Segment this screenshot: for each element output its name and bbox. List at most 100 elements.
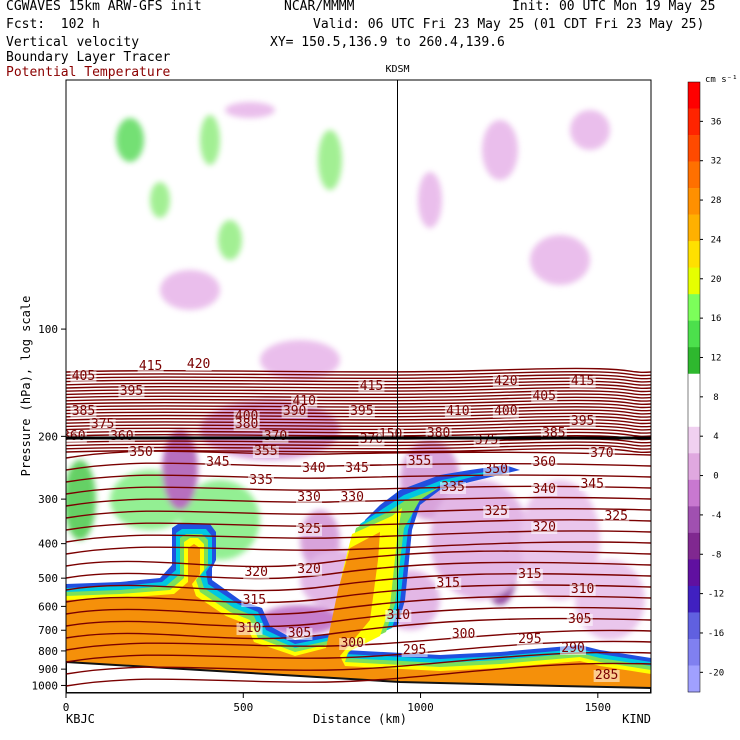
organization: NCAR/MMMM [284, 0, 355, 14]
theta-contour [66, 617, 651, 640]
theta-label-bg [296, 524, 323, 536]
theta-label: 360 [532, 455, 555, 470]
colorbar-tick-label: 0 [713, 472, 718, 482]
colorbar-tick-label: -20 [708, 668, 724, 678]
y-tick-label: 700 [38, 624, 58, 637]
theta-contour [66, 474, 651, 483]
theta-contour [66, 662, 651, 687]
theta-label-bg [344, 463, 371, 475]
theta-label-bg [233, 419, 260, 431]
theta-label: 400 [494, 404, 517, 419]
theta-label-bg [358, 381, 385, 393]
x-tick-label: 1500 [585, 701, 612, 714]
theta-contour [66, 441, 651, 447]
colorbar-tick-label: 4 [713, 432, 718, 442]
theta-label: 150 [379, 427, 402, 442]
theta-label: 345 [206, 455, 229, 470]
theta-label-bg [248, 475, 275, 487]
theta-contour [66, 399, 651, 405]
theta-label: 325 [604, 509, 627, 524]
theta-label: 315 [436, 576, 459, 591]
theta-contour [66, 383, 651, 389]
theta-label: 330 [340, 490, 363, 505]
theta-contour [66, 550, 651, 568]
theta-label-bg [243, 567, 270, 579]
colorbar-swatch [688, 612, 700, 640]
theta-label-bg [89, 419, 116, 431]
theta-label-bg [406, 456, 433, 468]
colorbar-tick-label: -4 [711, 511, 722, 521]
theta-label-bg [440, 482, 467, 494]
theta-label-bg [569, 584, 596, 596]
theta-label: 320 [244, 565, 267, 580]
theta-label: 340 [532, 482, 555, 497]
theta-label: 375 [91, 417, 114, 432]
colorbar-swatch [688, 532, 700, 560]
y-tick-label: 100 [38, 323, 58, 336]
theta-label: 350 [129, 445, 152, 460]
theta-contour [66, 606, 651, 628]
theta-label: 315 [243, 593, 266, 608]
forecast-hour: Fcst: 102 h [6, 17, 100, 32]
theta-label-bg [516, 569, 543, 581]
theta-label: 415 [139, 359, 162, 374]
colorbar-swatch [688, 453, 700, 481]
start-station-label: KBJC [66, 712, 95, 726]
theta-contour [66, 629, 651, 651]
colorbar-swatch [688, 320, 700, 348]
theta-contour [66, 380, 651, 386]
x-axis: 0 500 1000 1500 [63, 693, 611, 714]
colorbar-tick-label: -8 [711, 550, 722, 560]
field-potential-temperature: Potential Temperature [6, 65, 171, 80]
y-axis-label: Pressure (hPa), log scale [19, 296, 33, 477]
colorbar-tick-label: 36 [711, 117, 722, 127]
y-tick-label: 900 [38, 663, 58, 676]
theta-label: 355 [408, 454, 431, 469]
theta-label: 415 [571, 374, 594, 389]
theta-label-bg [252, 446, 279, 458]
colorbar-tick-label: 24 [711, 235, 722, 245]
field-boundary-layer-tracer: Boundary Layer Tracer [6, 50, 171, 65]
valid-time: Valid: 06 UTC Fri 23 May 25 (01 CDT Fri … [313, 17, 705, 32]
colorbar-tick-label: 8 [713, 393, 718, 403]
theta-label-bg [560, 643, 587, 655]
theta-label-bg [492, 376, 519, 388]
theta-label-bg [296, 492, 323, 504]
y-axis: 100 200 300 400 500 600 700 800 900 1000 [32, 323, 66, 692]
theta-label-bg [603, 511, 630, 523]
theta-label: 395 [571, 414, 594, 429]
theta-label-bg [492, 406, 519, 418]
theta-contour [66, 541, 651, 555]
theta-label-bg [185, 359, 212, 371]
theta-contour [66, 393, 651, 399]
field-vertical-velocity: Vertical velocity [6, 35, 140, 50]
theta-contour [66, 496, 651, 507]
theta-label-bg [291, 396, 318, 408]
colorbar-swatch [688, 585, 700, 613]
model-title: CGWAVES 15km ARW-GFS init [6, 0, 202, 14]
theta-label: 420 [187, 357, 210, 372]
theta-label: 310 [387, 608, 410, 623]
theta-label-bg [204, 457, 231, 469]
theta-label-bg [435, 578, 462, 590]
colorbar-tick-label: 32 [711, 157, 722, 167]
theta-label: 420 [494, 374, 517, 389]
theta-label-bg [531, 457, 558, 469]
theta-label: 405 [72, 369, 95, 384]
theta-label-bg [236, 623, 263, 635]
colorbar-tick-label: -12 [708, 590, 724, 600]
theta-contour [66, 651, 651, 675]
theta-label: 335 [441, 480, 464, 495]
colorbar-swatch [688, 214, 700, 242]
colorbar-tick-label: 12 [711, 353, 722, 363]
theta-contour [66, 584, 651, 604]
theta-contour [66, 431, 651, 437]
theta-label-bg [300, 463, 327, 475]
cross-section-endpoints: XY= 150.5,136.9 to 260.4,139.6 [270, 35, 505, 50]
y-tick-label: 800 [38, 645, 58, 658]
colorbar-swatch [688, 506, 700, 534]
theta-contour [66, 561, 651, 580]
colorbar-swatch [688, 665, 700, 693]
init-time: Init: 00 UTC Mon 19 May 25 [512, 0, 716, 14]
